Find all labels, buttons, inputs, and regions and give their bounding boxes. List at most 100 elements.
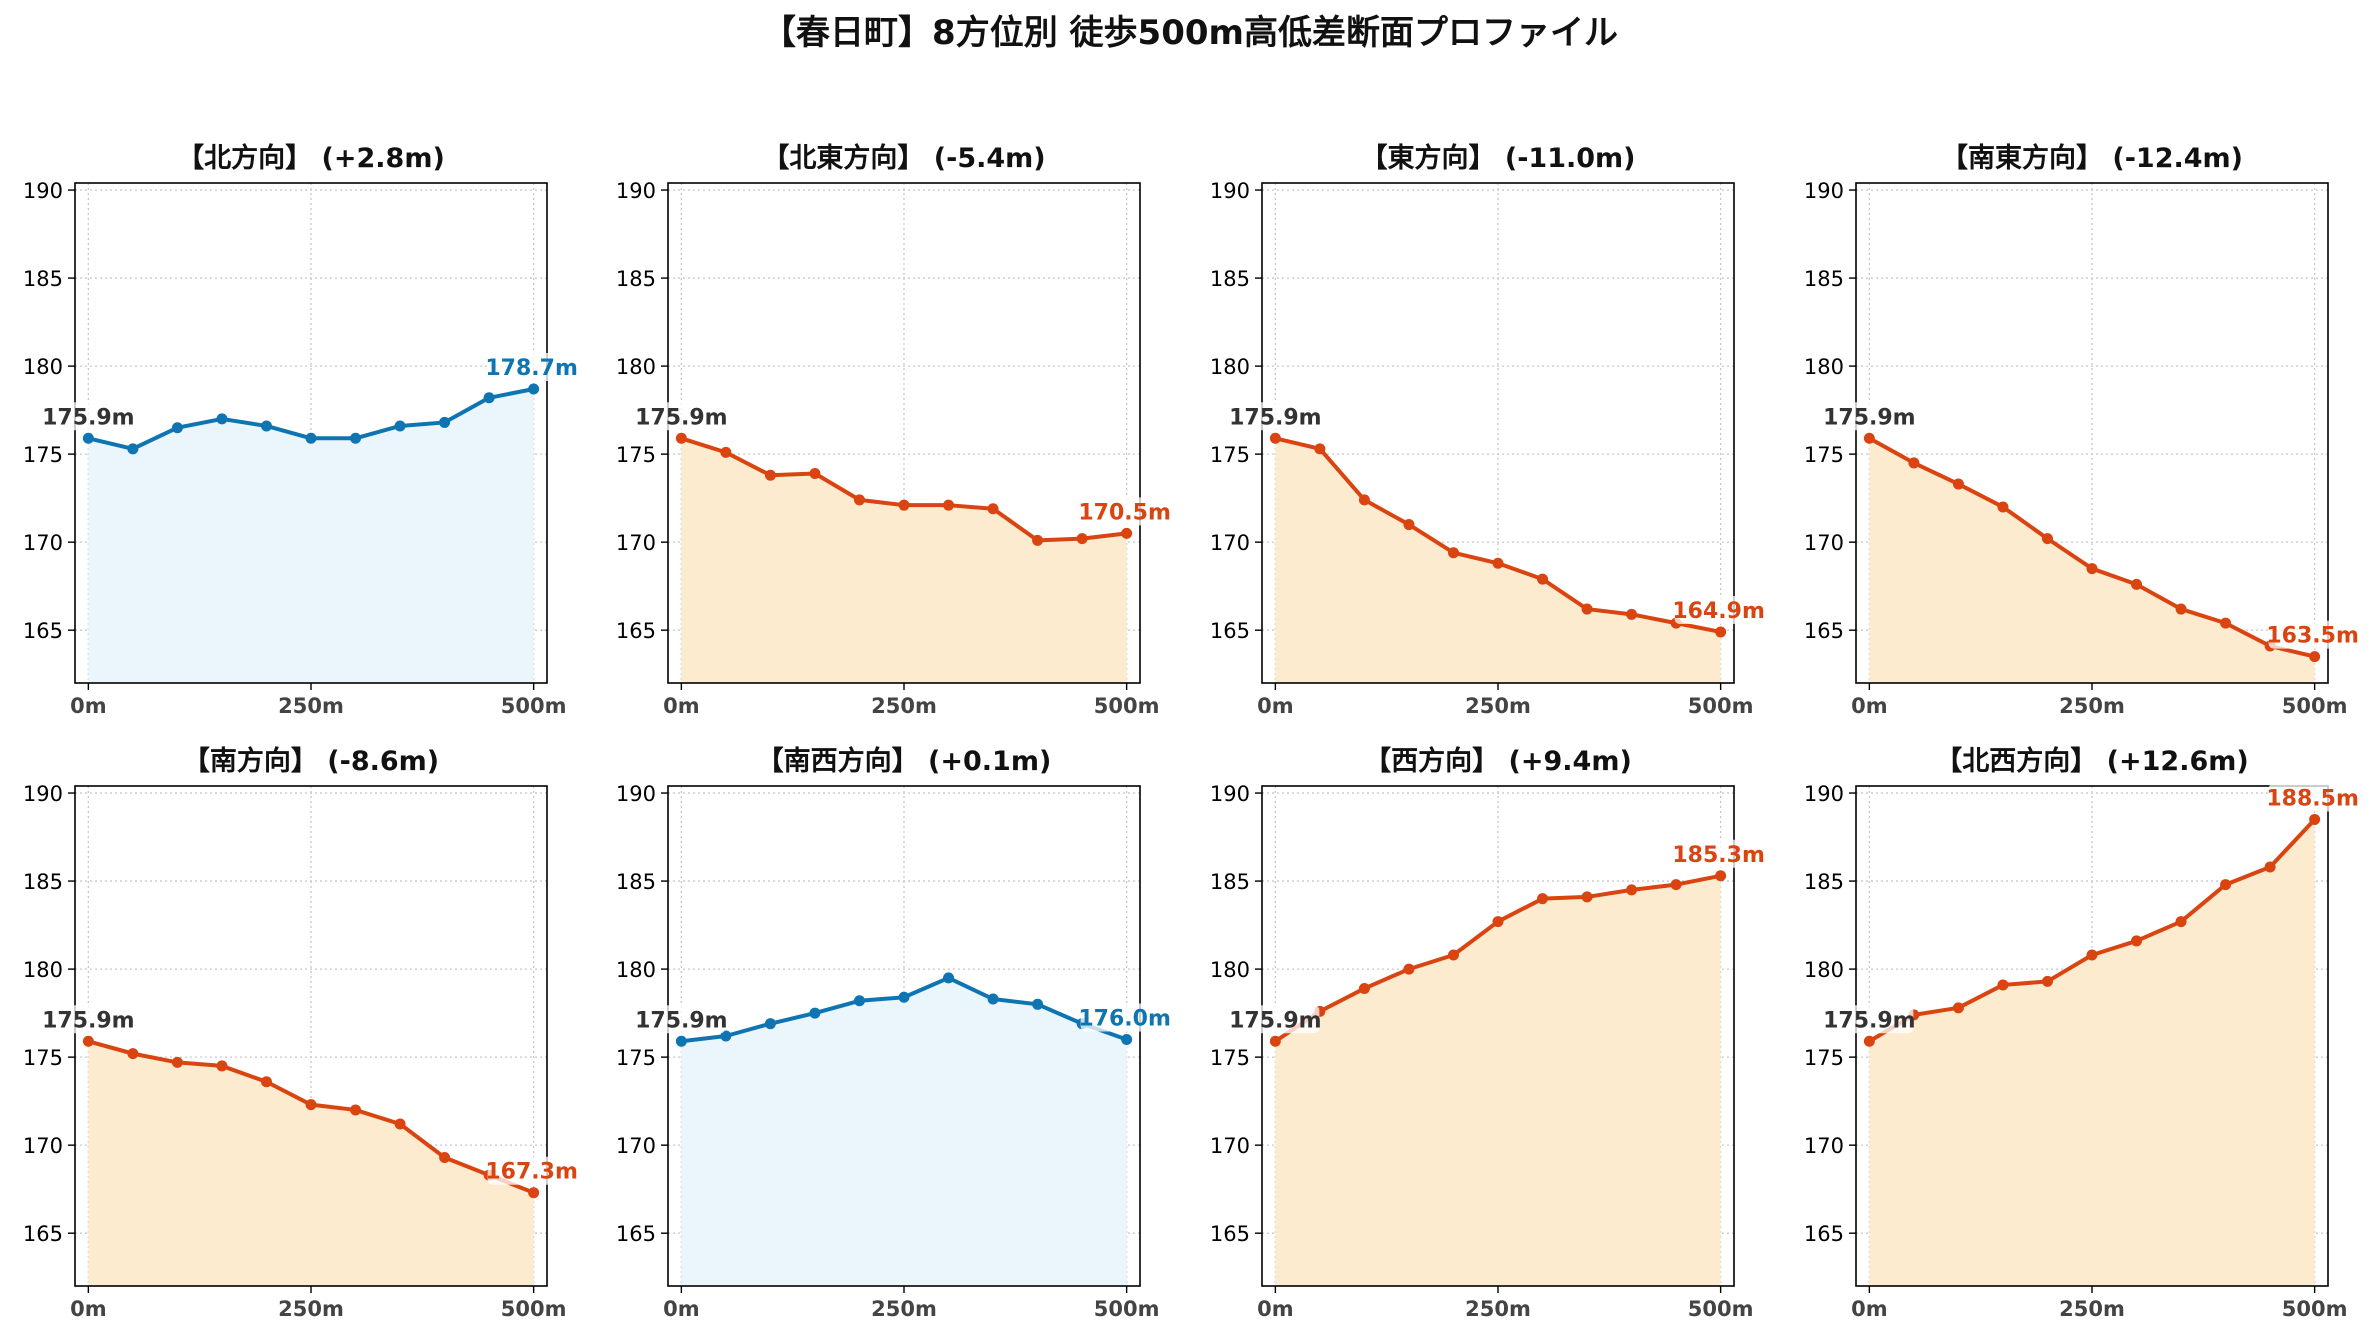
data-point <box>171 1056 183 1068</box>
end-label-bg <box>487 352 576 381</box>
data-point <box>2220 879 2232 891</box>
area-fill <box>1275 438 1721 683</box>
x-tick-label: 500m <box>1688 694 1754 718</box>
panel-title: 【東方向】 (-11.0m) <box>1360 142 1635 174</box>
end-value-label: 188.5m <box>2266 786 2359 811</box>
y-tick-label: 170 <box>23 531 63 555</box>
start-label-bg <box>637 402 726 431</box>
start-value-label: 175.9m <box>1823 405 1916 430</box>
data-point <box>2086 563 2098 575</box>
y-tick-label: 180 <box>616 355 656 379</box>
panel-0: 【北方向】 (+2.8m) 165 170 175 180 185 190 0m 250m 500… <box>23 142 578 718</box>
y-tick-label: 185 <box>1804 267 1844 291</box>
data-point <box>1492 916 1504 928</box>
data-point <box>1121 1034 1133 1046</box>
end-value-label: 167.3m <box>485 1160 578 1185</box>
data-point <box>1121 527 1133 539</box>
y-tick-label: 175 <box>1804 443 1844 467</box>
data-point <box>350 1104 362 1116</box>
y-tick-label: 185 <box>1210 870 1250 894</box>
data-point <box>1997 501 2009 513</box>
data-point <box>1032 534 1044 546</box>
y-tick-label: 190 <box>23 782 63 806</box>
y-tick-label: 165 <box>616 1222 656 1246</box>
end-label-bg <box>2268 620 2357 649</box>
y-tick-label: 175 <box>616 1046 656 1070</box>
y-tick-label: 165 <box>616 619 656 643</box>
x-tick-label: 0m <box>1257 694 1294 718</box>
y-tick-label: 165 <box>1210 1222 1250 1246</box>
data-point <box>1403 519 1415 531</box>
panel-3: 【南東方向】 (-12.4m) 165 170 175 180 185 190 0m 250m 5… <box>1804 142 2359 718</box>
data-point <box>1626 608 1638 620</box>
panel-title: 【南西方向】 (+0.1m) <box>757 745 1052 777</box>
panel-title: 【北西方向】 (+12.6m) <box>1935 745 2248 777</box>
y-tick-label: 175 <box>1210 1046 1250 1070</box>
area-fill <box>1869 819 2315 1286</box>
panel-2: 【東方向】 (-11.0m) 165 170 175 180 185 190 0m 250m 50… <box>1210 142 1765 718</box>
y-tick-label: 185 <box>616 267 656 291</box>
y-tick-label: 180 <box>1804 958 1844 982</box>
end-value-label: 170.5m <box>1078 500 1171 525</box>
panel-title: 【北方向】 (+2.8m) <box>177 142 445 174</box>
y-tick-label: 180 <box>23 958 63 982</box>
data-point <box>720 446 732 458</box>
x-tick-label: 250m <box>278 1297 344 1321</box>
data-point <box>439 416 451 428</box>
x-tick-label: 500m <box>2282 694 2348 718</box>
x-tick-label: 250m <box>871 1297 937 1321</box>
data-point <box>439 1151 451 1163</box>
x-tick-label: 0m <box>70 1297 107 1321</box>
x-tick-label: 0m <box>1851 694 1888 718</box>
area-fill <box>681 438 1127 683</box>
y-tick-label: 165 <box>1804 1222 1844 1246</box>
x-tick-label: 250m <box>1465 1297 1531 1321</box>
start-label-bg <box>1825 402 1914 431</box>
data-point <box>127 1048 139 1060</box>
y-tick-label: 185 <box>1804 870 1844 894</box>
end-value-label: 185.3m <box>1672 843 1765 868</box>
start-value-label: 175.9m <box>635 405 728 430</box>
data-point <box>1537 573 1549 585</box>
area-fill <box>1869 438 2315 683</box>
end-label-bg <box>1674 595 1763 624</box>
data-point <box>898 499 910 511</box>
start-label-bg <box>1231 402 1320 431</box>
data-point <box>1863 432 1875 444</box>
data-point <box>305 1099 317 1111</box>
data-point <box>528 1187 540 1199</box>
data-point <box>1403 963 1415 975</box>
y-tick-label: 165 <box>23 1222 63 1246</box>
data-point <box>2309 651 2321 663</box>
y-tick-label: 175 <box>1804 1046 1844 1070</box>
data-point <box>809 467 821 479</box>
data-point <box>1581 603 1593 615</box>
start-value-label: 175.9m <box>42 1008 135 1033</box>
panel-1: 【北東方向】 (-5.4m) 165 170 175 180 185 190 0m 250m 50… <box>616 142 1171 718</box>
y-tick-label: 175 <box>1210 443 1250 467</box>
data-point <box>1447 547 1459 559</box>
panel-6: 【西方向】 (+9.4m) 165 170 175 180 185 190 0m 250m 500… <box>1210 745 1765 1321</box>
data-point <box>260 1076 272 1088</box>
y-tick-label: 190 <box>1210 179 1250 203</box>
data-point <box>2309 813 2321 825</box>
data-point <box>853 995 865 1007</box>
end-value-label: 178.7m <box>485 356 578 381</box>
data-point <box>675 432 687 444</box>
data-point <box>2131 578 2143 590</box>
end-label-bg <box>2268 783 2357 812</box>
y-tick-label: 180 <box>1804 355 1844 379</box>
start-label-bg <box>44 402 133 431</box>
panel-7: 【北西方向】 (+12.6m) 165 170 175 180 185 190 0m 250m 5… <box>1804 745 2359 1321</box>
data-point <box>82 1035 94 1047</box>
y-tick-label: 185 <box>1210 267 1250 291</box>
data-point <box>943 972 955 984</box>
y-tick-label: 170 <box>23 1134 63 1158</box>
area-fill <box>88 388 534 683</box>
data-point <box>82 432 94 444</box>
data-point <box>809 1007 821 1019</box>
y-tick-label: 180 <box>23 355 63 379</box>
data-point <box>127 443 139 455</box>
end-label-bg <box>1674 839 1763 868</box>
start-value-label: 175.9m <box>1823 1008 1916 1033</box>
